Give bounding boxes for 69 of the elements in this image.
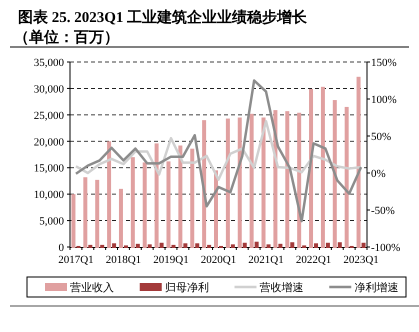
y-tick-label: 10,000 bbox=[34, 189, 64, 202]
bar bbox=[183, 243, 188, 248]
bar bbox=[148, 244, 152, 248]
legend-label: 营收增速 bbox=[260, 281, 304, 294]
bar bbox=[254, 242, 259, 248]
legend-label: 营业收入 bbox=[70, 281, 114, 294]
bar bbox=[190, 148, 194, 248]
x-tick-label: 2023Q1 bbox=[343, 254, 379, 266]
x-tick-label: 2017Q1 bbox=[58, 254, 94, 266]
bar bbox=[195, 243, 200, 248]
y-tick-label: 35,000 bbox=[34, 57, 64, 69]
bar bbox=[344, 106, 349, 248]
y-tick-label: 0 bbox=[58, 242, 64, 254]
y2-tick-label: -50% bbox=[371, 205, 395, 217]
bar bbox=[356, 76, 361, 248]
y2-tick-label: 50% bbox=[371, 131, 392, 143]
bar bbox=[166, 161, 170, 248]
bar bbox=[326, 242, 330, 248]
bar bbox=[302, 245, 306, 248]
y2-tick-label: 100% bbox=[371, 94, 397, 106]
y-tick-label: 30,000 bbox=[34, 83, 64, 96]
legend-label: 净利增速 bbox=[354, 281, 398, 294]
legend-label: 归母净利 bbox=[164, 281, 209, 294]
y2-tick-label: 0% bbox=[371, 168, 386, 180]
bar bbox=[238, 118, 242, 248]
bar bbox=[124, 245, 128, 248]
bar bbox=[230, 244, 235, 248]
bar bbox=[285, 111, 290, 248]
bar bbox=[171, 244, 176, 248]
bar bbox=[107, 141, 112, 248]
x-tick-label: 2018Q1 bbox=[106, 254, 142, 266]
bar bbox=[95, 180, 100, 248]
y-tick-label: 20,000 bbox=[34, 136, 64, 148]
bar bbox=[160, 242, 164, 248]
bar bbox=[178, 146, 182, 248]
bar bbox=[290, 242, 294, 248]
chart-title: 图表 25. 2023Q1 工业建筑企业业绩稳步增长 bbox=[18, 9, 308, 26]
bar bbox=[100, 244, 104, 248]
x-tick-label: 2019Q1 bbox=[153, 254, 189, 266]
bar bbox=[266, 244, 271, 248]
chart-subtitle: （单位：百万） bbox=[14, 29, 119, 46]
bar bbox=[226, 118, 230, 248]
y2-tick-label: 150% bbox=[371, 57, 397, 69]
x-tick-label: 2020Q1 bbox=[200, 254, 236, 266]
bar bbox=[314, 243, 318, 248]
bar bbox=[338, 242, 342, 248]
bar bbox=[332, 100, 337, 248]
bar bbox=[88, 244, 92, 248]
bar bbox=[278, 244, 282, 248]
y2-tick-label: -100% bbox=[371, 242, 400, 254]
y-tick-label: 15,000 bbox=[34, 162, 64, 175]
bar bbox=[154, 143, 159, 248]
y-tick-label: 25,000 bbox=[34, 110, 64, 122]
bar bbox=[130, 157, 135, 248]
bar bbox=[142, 162, 147, 248]
bar bbox=[242, 242, 247, 248]
bar bbox=[207, 244, 212, 248]
x-tick-label: 2021Q1 bbox=[248, 254, 284, 266]
bar bbox=[136, 244, 140, 248]
bar bbox=[262, 118, 266, 248]
y-tick-label: 5,000 bbox=[39, 216, 64, 228]
bar bbox=[362, 242, 366, 248]
bar bbox=[71, 194, 76, 248]
x-tick-label: 2022Q1 bbox=[296, 254, 332, 266]
bar bbox=[112, 243, 116, 248]
bar bbox=[320, 86, 325, 248]
bar bbox=[250, 114, 254, 248]
bar bbox=[83, 177, 88, 248]
bar bbox=[118, 188, 123, 248]
